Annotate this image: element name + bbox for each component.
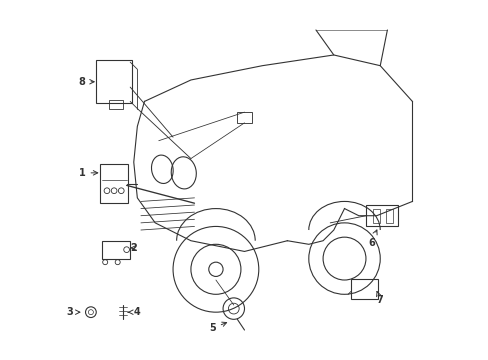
Bar <box>108 100 123 109</box>
Text: 3: 3 <box>66 307 80 317</box>
Bar <box>365 205 397 226</box>
Bar <box>372 208 380 223</box>
Text: 6: 6 <box>367 230 376 248</box>
Text: 5: 5 <box>209 322 226 333</box>
Text: 8: 8 <box>79 77 94 87</box>
Text: 2: 2 <box>130 243 137 253</box>
Bar <box>385 208 392 223</box>
Text: 7: 7 <box>376 292 383 305</box>
Text: 1: 1 <box>79 168 98 178</box>
Text: 4: 4 <box>128 307 140 317</box>
Bar <box>237 112 251 123</box>
Bar <box>102 241 130 258</box>
